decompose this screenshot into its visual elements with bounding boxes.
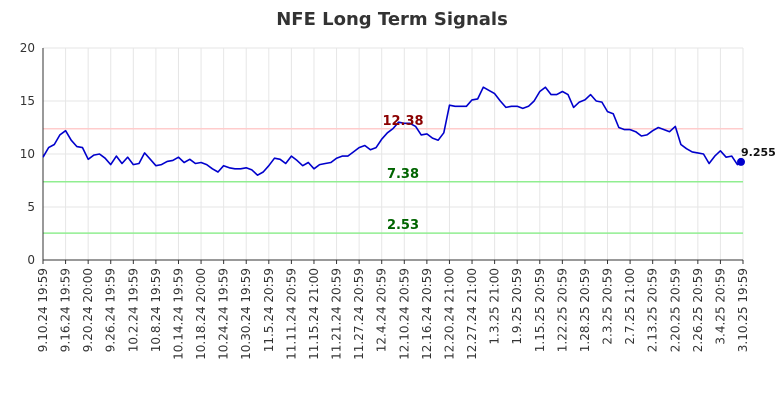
x-tick-label: 12.20.24 21:00 <box>442 268 456 360</box>
last-point-marker <box>737 157 745 166</box>
x-tick-label: 1.28.25 20:59 <box>578 268 592 352</box>
y-tick-label: 10 <box>20 147 35 161</box>
chart-title: NFE Long Term Signals <box>276 9 508 30</box>
x-tick-label: 10.24.24 19:59 <box>217 268 231 360</box>
y-tick-label: 0 <box>27 253 35 267</box>
series-layer <box>42 86 745 176</box>
y-tick-label: 20 <box>20 41 35 55</box>
x-tick-label: 10.30.24 19:59 <box>239 268 253 360</box>
x-tick-label: 9.16.24 19:59 <box>59 268 73 352</box>
x-tick-label: 1.15.25 20:59 <box>533 268 547 352</box>
x-tick-label: 2.26.25 20:59 <box>691 268 705 352</box>
x-tick-label: 12.4.24 20:59 <box>375 268 389 352</box>
y-tick-label: 5 <box>27 200 35 214</box>
x-tick-label: 3.10.25 19:59 <box>736 268 750 352</box>
x-tick-label: 12.10.24 20:59 <box>397 268 411 360</box>
x-tick-label: 10.2.24 19:59 <box>126 268 140 352</box>
series-line <box>42 86 744 176</box>
x-tick-label: 1.9.25 20:59 <box>510 268 524 345</box>
reference-line-label: 2.53 <box>387 218 419 233</box>
x-tick-label: 11.21.24 20:59 <box>330 268 344 360</box>
y-tick-label: 15 <box>20 94 35 108</box>
axes: 0 5 10 15 20 9.10.24 19:59 9.16.24 19:59 9.20.2… <box>20 41 750 360</box>
reference-line-label: 7.38 <box>387 167 419 182</box>
x-tick-label: 1.22.25 20:59 <box>555 268 569 352</box>
x-tick-label: 9.10.24 19:59 <box>36 268 50 352</box>
annotations: 12.38 7.38 2.53 9.255 <box>382 114 775 233</box>
x-tick-label: 12.27.24 21:00 <box>465 268 479 360</box>
x-tick-label: 10.8.24 19:59 <box>149 268 163 352</box>
x-tick-label: 10.18.24 20:00 <box>194 268 208 360</box>
x-tick-label: 11.15.24 21:00 <box>307 268 321 360</box>
x-tick-label: 11.11.24 20:59 <box>284 268 298 360</box>
x-tick-label: 10.14.24 19:59 <box>171 268 185 360</box>
x-tick-label: 11.27.24 20:59 <box>352 268 366 360</box>
x-tick-label: 2.3.25 20:59 <box>601 268 615 345</box>
x-tick-label: 2.13.25 20:59 <box>646 268 660 352</box>
x-tick-label: 9.26.24 19:59 <box>104 268 118 352</box>
x-tick-label: 9.20.24 20:00 <box>81 268 95 352</box>
x-tick-label: 11.5.24 20:59 <box>262 268 276 352</box>
x-tick-label: 3.4.25 20:59 <box>713 268 727 345</box>
x-tick-label: 1.3.25 21:00 <box>488 268 502 345</box>
x-tick-label: 12.16.24 20:59 <box>420 268 434 360</box>
x-tick-label: 2.7.25 21:00 <box>623 268 637 345</box>
x-tick-label: 2.20.25 20:59 <box>668 268 682 352</box>
last-value-label: 9.255 <box>741 146 776 159</box>
reference-line-label: 12.38 <box>382 114 423 129</box>
